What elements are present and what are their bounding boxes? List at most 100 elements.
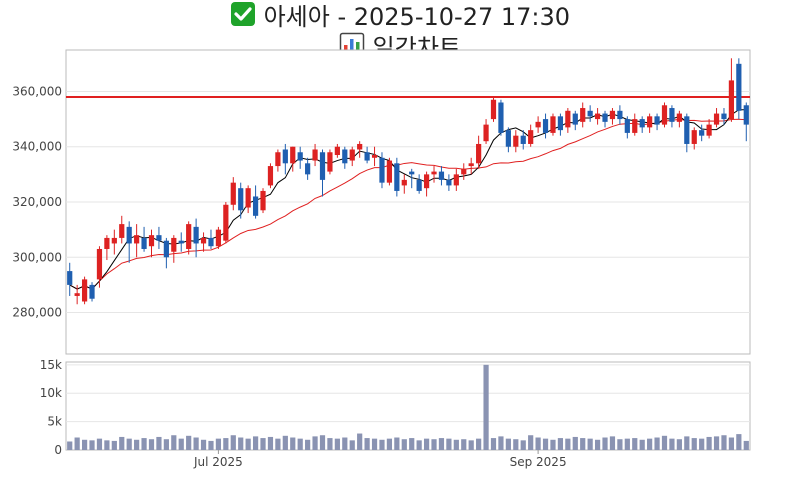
volume-bar xyxy=(171,435,177,450)
price-tick-label: 320,000 xyxy=(12,195,62,209)
volume-tick-label: 10k xyxy=(40,386,62,400)
volume-bar xyxy=(580,438,586,450)
volume-bar xyxy=(676,439,682,450)
volume-bar xyxy=(572,436,578,450)
candle-body xyxy=(647,116,653,128)
volume-bar xyxy=(401,439,407,450)
volume-bar xyxy=(252,436,259,450)
volume-bar xyxy=(654,437,660,450)
volume-bar xyxy=(141,438,147,450)
candle-body xyxy=(535,121,541,128)
volume-bar xyxy=(453,439,459,450)
candle-body xyxy=(580,108,586,122)
price-tick-label: 300,000 xyxy=(12,250,62,264)
volume-bar xyxy=(520,440,526,450)
volume-bar xyxy=(513,439,519,450)
candle-body xyxy=(728,80,735,120)
volume-bar xyxy=(409,438,415,450)
candle-body xyxy=(74,293,80,296)
volume-bar xyxy=(647,438,653,450)
volume-bar xyxy=(148,439,155,450)
volume-bar xyxy=(743,440,749,450)
candle-body xyxy=(476,143,482,164)
candle-body xyxy=(676,113,682,122)
volume-bar xyxy=(639,439,645,450)
candle-body xyxy=(617,110,623,120)
volume-bar xyxy=(327,438,333,450)
volume-bar xyxy=(200,439,207,450)
candle-body xyxy=(401,179,407,186)
candle-body xyxy=(89,284,95,299)
candle-body xyxy=(252,196,259,216)
candle-body xyxy=(528,130,534,144)
candle-body xyxy=(371,155,378,158)
candle-body xyxy=(409,171,415,175)
volume-bar xyxy=(550,439,556,450)
candle-body xyxy=(453,174,459,186)
candle-body xyxy=(542,119,549,133)
volume-bar xyxy=(126,438,132,450)
volume-bar xyxy=(312,436,318,450)
candle-body xyxy=(505,130,511,147)
volume-bar xyxy=(186,435,192,450)
candle-body xyxy=(357,143,363,150)
candle-body xyxy=(513,135,519,147)
volume-bar xyxy=(230,435,236,450)
candle-body xyxy=(743,105,749,125)
candle-body xyxy=(483,124,489,142)
volume-bar xyxy=(557,438,564,450)
candle-body xyxy=(141,237,147,249)
candle-body xyxy=(699,130,705,136)
candle-body xyxy=(156,235,162,241)
volume-bar xyxy=(67,441,73,450)
candle-body xyxy=(423,174,430,189)
volume-bar xyxy=(706,436,712,450)
candle-body xyxy=(267,166,274,186)
volume-bar xyxy=(505,438,511,450)
volume-bar xyxy=(379,439,385,450)
volume-bar xyxy=(267,436,274,450)
volume-bar xyxy=(461,439,467,450)
candle-body xyxy=(639,119,645,128)
candle-body xyxy=(632,119,638,133)
price-tick-label: 360,000 xyxy=(12,84,62,98)
volume-bar xyxy=(290,437,296,450)
candle-body xyxy=(119,224,125,238)
volume-bar xyxy=(371,438,378,450)
candle-body xyxy=(282,149,288,164)
candle-body xyxy=(186,224,192,249)
volume-bar xyxy=(632,438,638,450)
candle-body xyxy=(171,237,177,252)
volume-bar xyxy=(245,438,251,450)
volume-bar xyxy=(134,439,140,450)
candle-body xyxy=(349,149,355,161)
candle-body xyxy=(148,235,155,247)
candle-body xyxy=(691,130,697,144)
candle-body xyxy=(327,152,333,172)
candle-body xyxy=(297,152,303,161)
x-tick-label: Jul 2025 xyxy=(193,455,243,469)
candle-body xyxy=(587,110,593,117)
candle-body xyxy=(319,152,326,180)
volume-bar xyxy=(178,438,184,450)
candle-body xyxy=(245,188,251,208)
volume-bar xyxy=(386,438,393,450)
volume-plot-frame xyxy=(65,361,751,451)
volume-bar xyxy=(721,435,727,450)
candle-body xyxy=(669,108,675,122)
price-tick-label: 340,000 xyxy=(12,140,62,154)
volume-bar xyxy=(282,435,288,450)
volume-bar xyxy=(89,440,95,450)
volume-bar xyxy=(528,435,534,450)
candle-body xyxy=(557,116,564,131)
volume-bar xyxy=(736,434,742,450)
price-tick-label: 280,000 xyxy=(12,306,62,320)
volume-bar xyxy=(565,438,571,450)
candle-body xyxy=(193,226,199,244)
volume-bar xyxy=(594,439,601,450)
volume-bar xyxy=(208,440,214,450)
candle-body xyxy=(312,149,318,161)
candle-body xyxy=(290,146,296,164)
candle-body xyxy=(565,110,571,128)
